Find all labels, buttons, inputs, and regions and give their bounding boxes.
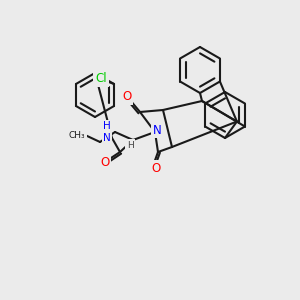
Text: O: O [152,161,160,175]
Text: CH₃: CH₃ [69,130,85,140]
Text: H: H [127,140,134,149]
Text: Cl: Cl [95,73,107,85]
Text: O: O [100,155,109,169]
Text: O: O [122,91,132,103]
Text: H
N: H N [103,121,111,143]
Text: N: N [153,124,161,136]
